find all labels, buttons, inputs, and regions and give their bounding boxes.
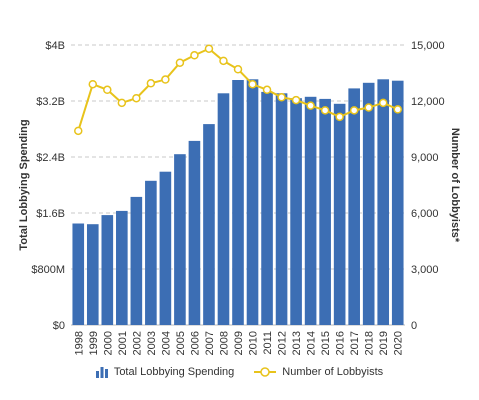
bar-2009[interactable] — [232, 80, 244, 325]
point-2005[interactable] — [175, 58, 185, 67]
bar-2012[interactable] — [275, 93, 288, 325]
bar-2018[interactable] — [362, 82, 375, 325]
left-tick-label: $0 — [53, 320, 65, 332]
point-2002[interactable] — [132, 93, 141, 103]
point-2004[interactable] — [161, 75, 170, 84]
point-1999[interactable] — [88, 79, 98, 89]
x-tick-label: 1999 — [88, 331, 100, 355]
x-tick-label: 2015 — [320, 331, 332, 355]
right-tick-label: 6,000 — [411, 208, 439, 220]
right-tick-label: 12,000 — [411, 96, 445, 108]
point-2009[interactable] — [233, 65, 243, 74]
x-tick-label: 2002 — [131, 331, 143, 355]
x-tick-label: 2014 — [306, 331, 318, 355]
bar-2007[interactable] — [203, 124, 215, 325]
point-2001[interactable] — [117, 98, 127, 108]
bar-2011[interactable] — [261, 91, 273, 326]
point-2012[interactable] — [277, 93, 286, 102]
x-tick-label: 2000 — [102, 331, 114, 355]
x-tick-label: 2003 — [146, 331, 158, 355]
bar-2005[interactable] — [174, 154, 186, 325]
legend: Total Lobbying Spending Number of Lobbyi… — [0, 366, 479, 378]
right-axis-title: Number of Lobbyists* — [449, 128, 461, 243]
point-2014[interactable] — [306, 101, 315, 110]
x-tick-label: 2020 — [393, 331, 405, 355]
right-tick-label: 9,000 — [411, 152, 439, 164]
x-tick-label: 2017 — [349, 331, 361, 355]
point-2020[interactable] — [393, 105, 402, 114]
bar-2016[interactable] — [333, 103, 346, 325]
right-tick-label: 15,000 — [411, 40, 445, 52]
legend-item-lobbyists[interactable]: Number of Lobbyists — [254, 366, 383, 378]
line-marker-icon — [254, 367, 277, 377]
left-tick-label: $1.6B — [36, 208, 65, 220]
x-tick-label: 2007 — [204, 331, 216, 355]
x-tick-label: 2011 — [262, 331, 274, 355]
bar-2002[interactable] — [130, 196, 143, 325]
bar-2010[interactable] — [246, 79, 259, 325]
point-2013[interactable] — [291, 95, 301, 105]
right-axis-ticks: 0 3,000 6,000 9,000 12,000 15,000 — [411, 40, 445, 332]
bar-2017[interactable] — [348, 88, 360, 326]
point-2018[interactable] — [364, 103, 373, 112]
x-tick-label: 2004 — [160, 331, 172, 355]
point-2015[interactable] — [320, 106, 330, 115]
right-tick-label: 3,000 — [411, 264, 439, 276]
legend-item-spending[interactable]: Total Lobbying Spending — [95, 366, 235, 378]
point-2003[interactable] — [146, 79, 156, 88]
x-tick-label: 2019 — [378, 331, 390, 355]
point-2000[interactable] — [103, 85, 112, 95]
bar-2001[interactable] — [116, 210, 128, 325]
bar-2008[interactable] — [217, 93, 230, 325]
bar-2020[interactable] — [391, 80, 404, 325]
bar-2013[interactable] — [290, 98, 302, 325]
x-tick-label: 2001 — [117, 331, 129, 355]
point-2007[interactable] — [204, 44, 214, 53]
x-tick-label: 2012 — [277, 331, 289, 355]
left-tick-label: $2.4B — [36, 152, 65, 164]
x-tick-label: 1998 — [73, 331, 85, 355]
bar-2019[interactable] — [377, 79, 390, 325]
point-2016[interactable] — [335, 112, 344, 122]
x-axis-ticks: 1998 1999 2000 2001 2002 2003 2004 2005 2006 2007… — [73, 331, 404, 355]
left-tick-label: $800M — [31, 264, 65, 276]
x-tick-label: 2005 — [175, 331, 187, 355]
bar-2006[interactable] — [188, 140, 201, 325]
x-tick-label: 2016 — [335, 331, 347, 355]
x-tick-label: 2006 — [189, 331, 201, 355]
point-2010[interactable] — [248, 79, 257, 89]
bar-2000[interactable] — [101, 215, 114, 325]
legend-label-spending: Total Lobbying Spending — [113, 366, 235, 378]
x-tick-label: 2010 — [248, 331, 260, 355]
bar-2015[interactable] — [319, 98, 331, 326]
bar-2004[interactable] — [159, 171, 172, 325]
left-tick-label: $4B — [45, 40, 65, 52]
left-axis-ticks: $0 $800M $1.6B $2.4B $3.2B $4B — [31, 40, 65, 332]
bar-2014[interactable] — [304, 96, 317, 325]
bar-2003[interactable] — [145, 180, 157, 325]
left-tick-label: $3.2B — [36, 96, 65, 108]
left-axis-title: Total Lobbying Spending — [18, 119, 30, 250]
point-2011[interactable] — [262, 85, 272, 95]
point-2006[interactable] — [190, 51, 199, 60]
right-tick-label: 0 — [411, 320, 417, 332]
bar-chart-icon — [95, 367, 108, 378]
x-tick-label: 2008 — [218, 331, 230, 355]
x-tick-label: 2009 — [233, 331, 245, 355]
bar-1998[interactable] — [72, 223, 85, 326]
point-1998[interactable] — [74, 126, 83, 136]
x-tick-label: 2018 — [364, 331, 376, 355]
point-2019[interactable] — [378, 98, 388, 108]
point-2017[interactable] — [349, 106, 359, 115]
line-series-number-of-lobbyists — [74, 44, 402, 136]
legend-label-lobbyists: Number of Lobbyists — [282, 366, 384, 378]
point-2008[interactable] — [219, 56, 228, 66]
x-tick-label: 2013 — [291, 331, 303, 355]
bar-series-total-lobbying-spending — [72, 79, 404, 326]
bar-1999[interactable] — [86, 224, 99, 325]
